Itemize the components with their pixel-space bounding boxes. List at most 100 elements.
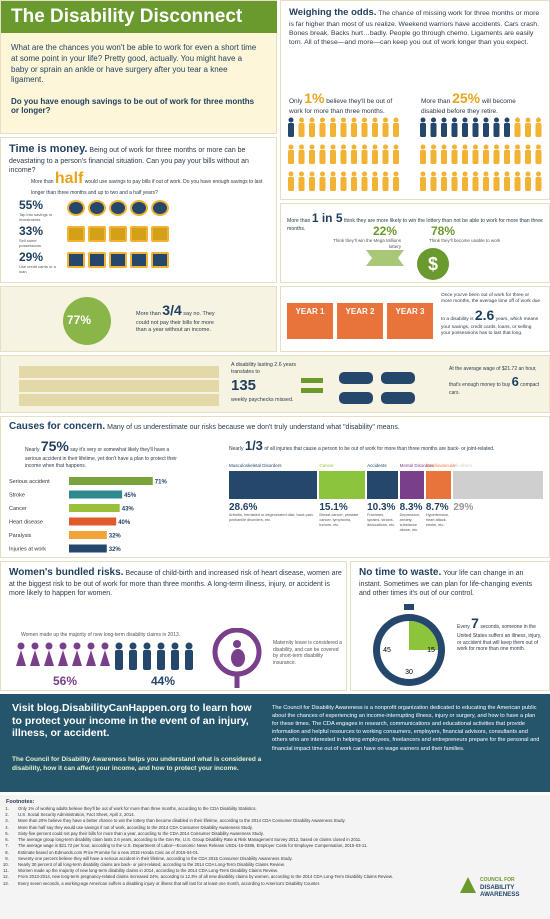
stat-icons [67,252,169,268]
causes-panel: Causes for concern. Many of us underesti… [0,416,550,558]
person-icon [441,144,447,150]
person-icon [504,177,510,191]
person-icon [535,177,542,191]
person-icon [525,177,531,191]
visit-headline[interactable]: Visit blog.DisabilityCanHappen.org to le… [12,702,252,740]
coin-icon [88,252,106,268]
lottery-big: 1 in 5 [311,211,343,225]
person-icon [493,150,500,164]
years-post: years, which means your savings, credit … [441,316,539,337]
segment-block [367,471,398,499]
coin-icon [109,252,127,268]
men-pct: 44% [151,674,176,688]
bar-label: Injuries at work [9,547,46,553]
bar-label: Serious accident [9,479,50,485]
person-icon [430,150,437,164]
left-label: Think they'll win the Mega Millions lott… [333,238,401,249]
person-icon [493,123,500,137]
segment-value: 8.3% [399,502,423,513]
person-icon [309,171,315,177]
person-icon [393,144,399,150]
intro-panel: The Disability Disconnect What are the c… [0,0,277,134]
person-icon [441,171,447,177]
person-icon [451,123,458,137]
footnote: Seventy-one percent believe they will ha… [10,856,434,862]
bar-value: 71% [155,480,168,486]
coin-icon [130,200,148,216]
car-big: 6 [511,373,519,389]
person-icon [341,171,346,177]
footnote: The average wage is $21.72 per hour, acc… [10,843,434,849]
stat-label: Use credit cards or a loan [19,264,56,274]
person-icon [441,123,447,137]
car-post: compact cars. [449,381,540,397]
bar [69,490,123,499]
person-icon [420,117,426,123]
person-icon [309,177,315,191]
person-icon [420,171,426,177]
question: Do you have enough savings to be out of … [11,97,255,115]
women-panel: Women's bundled risks. Because of child-… [0,561,347,691]
person-icon [129,642,137,650]
lottery-text: think they are more likely to win the lo… [287,218,543,233]
person-icon [504,144,510,150]
calendars: YEAR 1 YEAR 2 YEAR 3 [287,303,437,339]
person-icon [483,123,489,137]
person-icon [87,642,95,650]
person-icon [341,117,346,123]
calendar: YEAR 1 [287,303,333,339]
causes-chart: Serious accident 71% Stroke 45% Cancer 43% Hea… [9,477,168,553]
person-icon [473,117,478,123]
women-stat: Women made up the majority of new long-t… [21,632,181,638]
coin-icon [151,226,169,242]
bar-value: 43% [122,507,135,513]
person-icon [340,150,347,164]
bar-label: Stroke [9,493,25,499]
person-icon [494,117,499,123]
bar-label: Cancer [9,506,27,512]
injury-segments: Musculoskeletal Disorders 28.6% Arthritis,… [229,463,545,555]
notime-post: seconds, someone in the United States su… [457,624,542,653]
notime-heading: No time to waste. [359,567,442,578]
person-icon [420,144,426,150]
person-icon [515,144,520,150]
footnote: Women made up the majority of new long-t… [10,868,434,874]
odds-heading: Weighing the odds. [289,7,377,18]
visit-panel: Visit blog.DisabilityCanHappen.org to le… [0,694,550,792]
person-icon [185,650,193,670]
segment-value: 15.1% [319,502,348,513]
segment-block [425,471,452,499]
more-big: 25% [452,90,481,106]
person-icon [288,177,294,191]
person-icon [525,144,531,150]
years-panel: YEAR 1 YEAR 2 YEAR 3 Once you've been out … [280,286,550,352]
bills-pre: More than [136,311,161,317]
person-icon [340,177,347,191]
person-icon [420,150,426,164]
person-icon [115,650,123,670]
person-icon [473,144,478,150]
person-icon [452,117,457,123]
footnotes-panel: Footnotes: Only 1% of working adults bel… [0,795,550,919]
person-icon [351,171,357,177]
segment-value: 29% [453,502,474,513]
bills-frac: 3/4 [162,302,182,318]
footnote: Nearly 30 percent of all long-term disab… [10,862,434,868]
more-pre: More than [421,98,451,105]
person-icon [298,177,305,191]
person-icon [309,123,315,137]
coin-icon [88,200,106,216]
third-big: 1/3 [244,438,263,453]
person-icon [441,117,447,123]
footnote: Every seven seconds, a working-age Ameri… [10,881,434,887]
stat-row: 33% Sell some possessions [19,224,269,250]
person-icon [493,177,500,191]
person-icon [515,117,520,123]
person-icon [129,650,137,670]
footnote-list: Only 1% of working adults believe they'l… [4,806,434,887]
person-icon [143,642,151,650]
person-icon [288,117,294,123]
person-icon [504,117,510,123]
calendar-label: YEAR 1 [295,307,325,316]
